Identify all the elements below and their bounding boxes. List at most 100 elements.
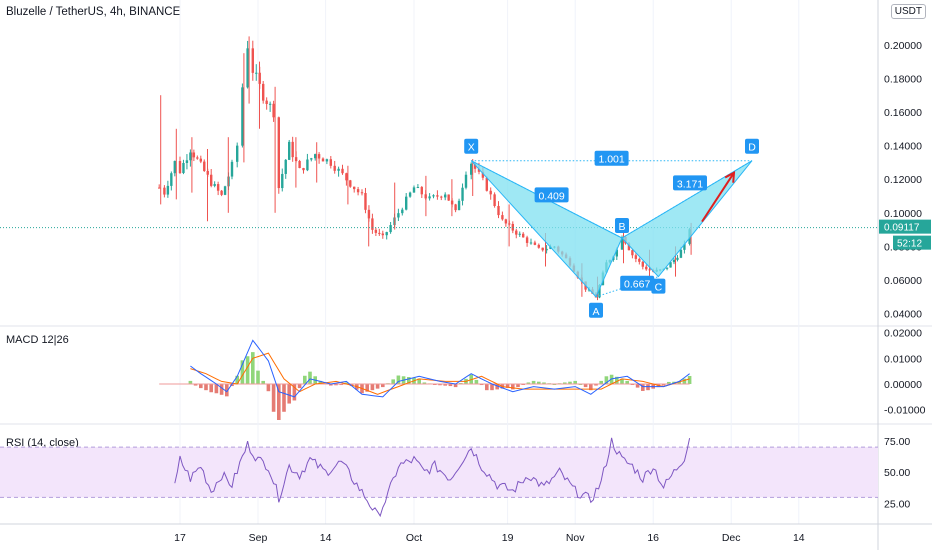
projection-arrow-head [724, 170, 736, 183]
price-axis-tick: 0.14000 [884, 141, 922, 153]
candle-body [317, 154, 321, 159]
macd-histogram-bar [256, 370, 260, 384]
candle-body [230, 161, 234, 177]
macd-line [190, 339, 690, 398]
pattern-triangle-xab [470, 160, 623, 298]
macd-histogram-bar [687, 375, 692, 384]
candle-body [511, 223, 514, 231]
macd-histogram-bar [563, 382, 567, 384]
candle-body [676, 257, 679, 260]
macd-histogram-bar [453, 384, 458, 388]
candle-body [353, 186, 356, 190]
macd-histogram-bar [214, 384, 219, 394]
candle-body [522, 233, 525, 238]
candle-body [529, 242, 533, 244]
macd-histogram-bar [271, 384, 276, 412]
time-axis-tick: 17 [174, 532, 186, 544]
candle-body [203, 161, 206, 171]
time-axis-tick: Sep [249, 532, 268, 544]
candle-body [298, 160, 301, 169]
macd-histogram-bar [599, 380, 603, 384]
candle-body [216, 184, 220, 191]
candle-body [631, 250, 634, 256]
macd-histogram-bar [438, 384, 442, 386]
candle-body [405, 196, 408, 210]
macd-histogram-bar [225, 384, 229, 397]
candle-body [288, 141, 291, 160]
macd-histogram-bar [407, 377, 411, 384]
macd-histogram-bar [329, 384, 333, 386]
macd-histogram-bar [625, 380, 629, 384]
macd-series [159, 339, 692, 420]
macd-histogram-bar [490, 384, 494, 391]
macd-histogram-bar [292, 384, 297, 401]
candle-body [213, 184, 216, 186]
candle-body [291, 141, 294, 158]
rsi-axis-tick: 25.00 [884, 499, 910, 511]
candle-body [178, 161, 182, 174]
macd-histogram-bar [677, 381, 681, 384]
candle-body [537, 244, 540, 248]
macd-histogram-bar [641, 384, 645, 391]
macd-histogram-bar [251, 352, 255, 384]
candle-body [199, 158, 202, 162]
pattern-point-x-badge [464, 138, 479, 154]
candle-body [436, 195, 439, 197]
candle-body [360, 192, 364, 194]
candle-body [533, 242, 537, 245]
pattern-point-x: X [468, 142, 475, 154]
macd-histogram-bar [583, 384, 588, 388]
currency-badge[interactable]: USDT [890, 4, 926, 19]
candle-body [251, 48, 254, 73]
candle-body [470, 163, 473, 175]
candle-body [170, 173, 173, 186]
candle-body [457, 200, 461, 211]
candle-body [196, 157, 199, 159]
candle-body [620, 237, 624, 250]
candle-body [683, 243, 686, 250]
last-price-tag: 0.09117 [884, 223, 920, 234]
candle-body [345, 173, 348, 181]
candle-body [432, 195, 435, 197]
candle-body [314, 154, 317, 159]
macd-axis-tick: 0.01000 [884, 353, 922, 365]
chart-title: Bluzelle / TetherUS, 4h, BINANCE [6, 6, 181, 18]
time-axis-tick: Oct [406, 532, 422, 544]
macd-histogram-bar [485, 384, 489, 391]
rsi-axis-tick: 75.00 [884, 436, 910, 448]
macd-histogram-bar [219, 384, 224, 395]
candle-body [158, 187, 161, 189]
candle-body [277, 117, 280, 189]
candle-body [485, 177, 488, 191]
candle-body [444, 194, 447, 198]
candle-body [634, 255, 638, 259]
axes: 0.040000.060000.080000.100000.120000.140… [174, 40, 931, 544]
macd-histogram-bar [573, 380, 577, 384]
candle-body [541, 247, 544, 251]
macd-pane-label[interactable]: MACD 12|26 [6, 334, 69, 346]
macd-histogram-bar [308, 371, 312, 384]
harmonic-pattern[interactable]: X A B C D 1.001 0.409 0.667 3.171 [464, 138, 759, 318]
macd-histogram-bar [505, 384, 510, 388]
macd-histogram-bar [443, 384, 447, 386]
candle-body [428, 196, 431, 199]
candle-body [337, 168, 340, 171]
candle-body [268, 103, 272, 105]
macd-histogram-bar [381, 384, 385, 388]
macd-histogram-bar [370, 384, 375, 391]
pattern-point-d: D [748, 142, 756, 154]
macd-histogram-bar [199, 384, 203, 389]
candle-body [364, 192, 367, 210]
candle-body [241, 87, 244, 146]
candle-body [192, 152, 196, 158]
candle-body [385, 232, 388, 236]
macd-histogram-bar [479, 384, 484, 386]
ratio-ac: 0.667 [624, 279, 650, 291]
candle-body [371, 218, 374, 230]
rsi-pane-label[interactable]: RSI (14, close) [6, 437, 79, 449]
candle-body [223, 186, 227, 195]
candle-body [408, 192, 412, 197]
macd-histogram-bar [334, 384, 338, 386]
